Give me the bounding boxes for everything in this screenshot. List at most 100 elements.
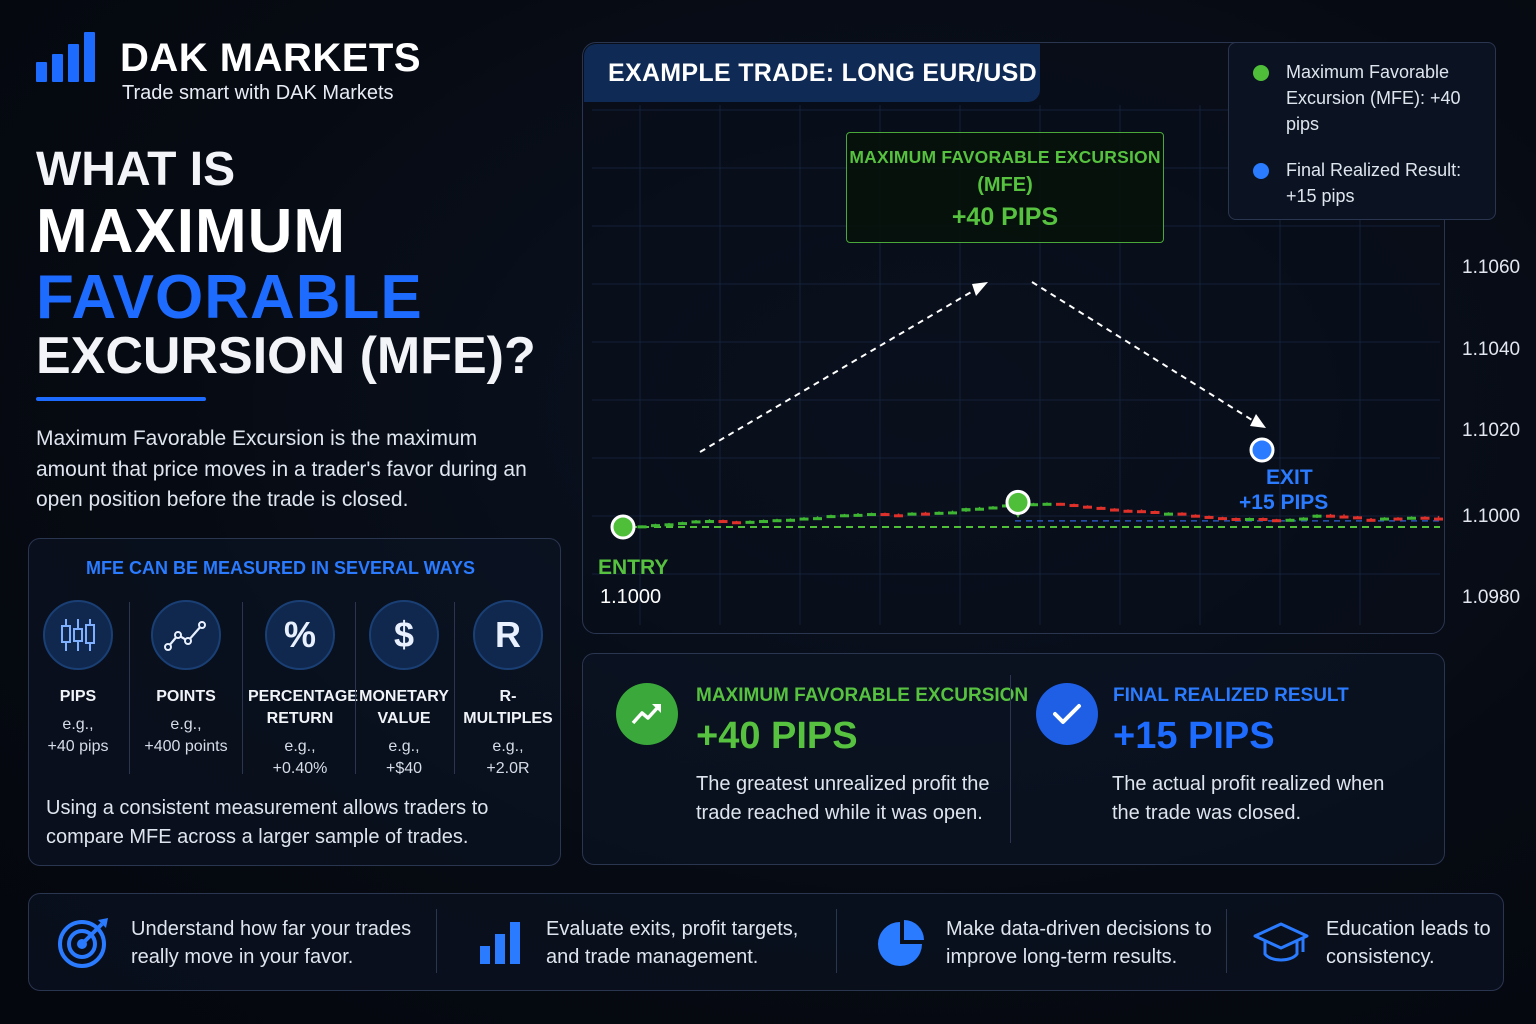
candle-up xyxy=(772,519,782,523)
brand-tagline: Trade smart with DAK Markets xyxy=(122,82,394,104)
mfe-callout-abbrev: (MFE) xyxy=(977,174,1033,196)
candle-down xyxy=(1231,517,1241,521)
y-tick-label: 1.1060 xyxy=(1462,257,1521,278)
candle-up xyxy=(691,520,701,524)
summary-final-description: The actual profit realized when the trad… xyxy=(1112,773,1385,824)
candle-down xyxy=(1110,508,1119,512)
candle-up xyxy=(1285,518,1295,522)
exit-result: +15 PIPS xyxy=(1239,491,1329,514)
footer-item-text: Understand how far your trades really mo… xyxy=(131,918,412,968)
measure-label: PERCENTAGE RETURN xyxy=(248,688,358,727)
candle-up xyxy=(961,508,971,512)
measure-label: POINTS xyxy=(156,688,216,705)
dollar-icon: $ xyxy=(369,600,439,670)
candle-up xyxy=(867,513,876,517)
candle-down xyxy=(1191,514,1200,518)
page-title-line-4: EXCURSION (MFE)? xyxy=(36,327,536,385)
measure-example-prefix: e.g., xyxy=(62,716,94,733)
divider xyxy=(129,602,130,774)
candle-down xyxy=(1150,511,1160,515)
candle-down xyxy=(921,512,930,516)
trending-up-icon xyxy=(616,683,678,745)
candle-down xyxy=(1204,515,1214,519)
candle-down xyxy=(1123,509,1133,513)
candle-down xyxy=(1434,517,1443,521)
summary-mfe-value: +40 PIPS xyxy=(696,715,858,757)
title-underline xyxy=(36,397,206,401)
footer-item-text: Evaluate exits, profit targets, and trad… xyxy=(546,918,799,968)
candle-down xyxy=(1137,510,1146,514)
candle-down xyxy=(718,520,728,524)
bar-chart-icon xyxy=(478,920,524,971)
measure-example: +40 pips xyxy=(47,738,109,755)
candle-up xyxy=(637,525,647,529)
candle-up xyxy=(1164,512,1173,516)
candle-down xyxy=(1366,518,1376,522)
chart-title: EXAMPLE TRADE: LONG EUR/USD xyxy=(608,59,1037,87)
measure-example: +2.0R xyxy=(486,760,530,777)
candle-down xyxy=(1353,516,1362,520)
candle-down xyxy=(1218,517,1227,521)
entry-price: 1.1000 xyxy=(600,586,662,608)
mfe-path-arrow xyxy=(699,287,979,453)
mfe-peak-marker xyxy=(1005,489,1031,515)
chart-candles xyxy=(637,502,1443,529)
graduation-cap-icon xyxy=(1253,920,1309,971)
exit-marker xyxy=(1249,437,1275,463)
candle-up xyxy=(786,518,795,522)
divider xyxy=(1226,909,1227,973)
candle-up xyxy=(813,517,822,521)
page-title-line-1: WHAT IS xyxy=(36,143,236,196)
candle-down xyxy=(1272,519,1281,523)
candle-up xyxy=(1245,517,1254,521)
candle-down xyxy=(1177,512,1187,516)
measure-label: MONETARY VALUE xyxy=(359,688,449,727)
candle-up xyxy=(948,511,957,515)
measure-label: PIPS xyxy=(59,688,97,705)
arrowhead-icon xyxy=(1250,414,1266,428)
brand-logo-icon xyxy=(36,32,102,82)
summary-final-heading: FINAL REALIZED RESULT xyxy=(1113,685,1349,706)
line-chart-icon xyxy=(151,600,221,670)
entry-marker xyxy=(610,514,636,540)
measure-label: R-MULTIPLES xyxy=(463,688,553,727)
page-title-line-3: FAVORABLE xyxy=(36,263,423,332)
exit-label: EXIT xyxy=(1266,466,1313,489)
legend-item-final: Final Realized Result: +15 pips xyxy=(1286,160,1462,206)
measure-example: +0.40% xyxy=(272,760,328,777)
candle-up xyxy=(1312,514,1322,518)
candle-up xyxy=(1042,502,1052,506)
candle-up xyxy=(651,524,660,528)
candle-up xyxy=(907,512,917,516)
y-tick-label: 1.1000 xyxy=(1462,506,1521,527)
candle-up xyxy=(799,517,809,521)
candle-up xyxy=(975,507,984,511)
candle-down xyxy=(1258,517,1268,521)
measure-item-points: POINTS e.g., +400 points xyxy=(136,600,236,758)
candle-up xyxy=(1407,516,1416,520)
candle-down xyxy=(1096,506,1106,510)
intro-text: Maximum Favorable Excursion is the maxim… xyxy=(36,427,527,511)
candle-up xyxy=(988,506,998,510)
measure-item-pips: PIPS e.g., +40 pips xyxy=(38,600,118,758)
candle-up xyxy=(853,513,863,517)
mfe-callout-value: +40 PIPS xyxy=(951,203,1059,231)
legend-dot-final xyxy=(1253,163,1269,179)
measure-example-prefix: e.g., xyxy=(388,738,420,755)
pie-chart-icon xyxy=(876,918,926,973)
candlestick-icon xyxy=(43,600,113,670)
candle-down xyxy=(1420,516,1430,520)
measurement-panel xyxy=(28,538,561,866)
retrace-path-arrow xyxy=(1031,281,1253,421)
candle-up xyxy=(664,523,674,527)
page-title-line-2: MAXIMUM xyxy=(36,197,347,266)
legend-item-mfe: Maximum Favorable Excursion (MFE): +40 p… xyxy=(1286,62,1461,134)
candle-up xyxy=(759,520,768,524)
divider xyxy=(355,602,356,774)
r-multiple-icon: R xyxy=(473,600,543,670)
measure-example: +400 points xyxy=(144,738,228,755)
percent-icon: % xyxy=(265,600,335,670)
summary-panel xyxy=(582,653,1445,865)
candle-up xyxy=(1380,517,1389,521)
chart-overlay xyxy=(610,281,1275,540)
